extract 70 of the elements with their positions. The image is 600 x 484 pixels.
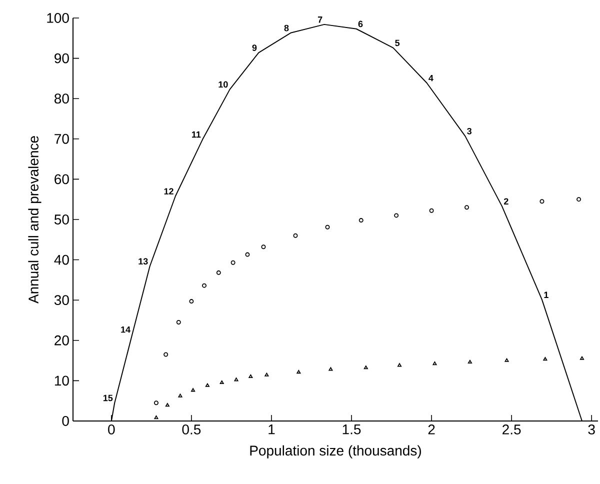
point bbox=[328, 367, 333, 371]
point bbox=[154, 416, 158, 420]
y-tick-label: 80 bbox=[54, 94, 69, 104]
annotation: 7 bbox=[318, 16, 322, 23]
point bbox=[296, 370, 301, 374]
annotation: 6 bbox=[358, 20, 363, 28]
point bbox=[245, 252, 250, 257]
point bbox=[580, 356, 584, 360]
point bbox=[398, 363, 402, 367]
point bbox=[394, 213, 399, 218]
x-tick-label: 3 bbox=[588, 424, 595, 434]
point bbox=[248, 374, 253, 378]
annotation: 5 bbox=[395, 40, 400, 46]
point bbox=[576, 197, 582, 202]
point bbox=[176, 320, 181, 325]
point bbox=[202, 283, 207, 288]
point bbox=[261, 244, 266, 250]
point bbox=[464, 205, 469, 210]
point bbox=[205, 383, 210, 387]
x-tick-label: 2 bbox=[428, 424, 435, 434]
point bbox=[189, 299, 194, 304]
point bbox=[540, 199, 544, 204]
annotation: 12 bbox=[164, 188, 174, 194]
point bbox=[364, 366, 368, 370]
point bbox=[429, 208, 434, 213]
point bbox=[504, 358, 509, 362]
x-tick-label: 0.5 bbox=[182, 424, 201, 434]
point bbox=[178, 394, 182, 398]
annotation: 9 bbox=[252, 44, 257, 51]
x-tick-label: 2.5 bbox=[502, 424, 521, 434]
point bbox=[165, 403, 170, 407]
y-tick-label: 20 bbox=[54, 335, 69, 346]
y-tick-label: 0 bbox=[62, 416, 69, 426]
point bbox=[191, 388, 196, 392]
annotation: 3 bbox=[467, 128, 472, 134]
annotation: 10 bbox=[218, 81, 228, 88]
point bbox=[154, 400, 158, 406]
x-tick-label: 1 bbox=[268, 424, 275, 434]
point bbox=[432, 362, 437, 366]
annotation: 1 bbox=[544, 292, 548, 298]
y-tick-label: 70 bbox=[54, 134, 69, 144]
y-axis-title: Annual cull and prevalence bbox=[28, 136, 42, 304]
annotation: 11 bbox=[192, 131, 201, 138]
point bbox=[325, 224, 330, 230]
point bbox=[234, 378, 238, 382]
x-tick-label: 1.5 bbox=[342, 424, 361, 434]
x-tick-label: 0 bbox=[108, 424, 115, 434]
x-axis-title: Population size (thousands) bbox=[250, 445, 421, 458]
y-tick-label: 50 bbox=[54, 214, 69, 224]
y-tick-label: 90 bbox=[54, 53, 69, 64]
annotation: 8 bbox=[284, 24, 289, 32]
annotation: 15 bbox=[103, 394, 113, 402]
point bbox=[264, 372, 269, 376]
annotation: 13 bbox=[138, 258, 148, 265]
y-tick-label: 30 bbox=[54, 295, 69, 306]
annotation: 2 bbox=[504, 198, 508, 204]
y-tick-label: 60 bbox=[54, 174, 69, 184]
point bbox=[358, 218, 364, 223]
y-tick-label: 10 bbox=[54, 376, 69, 386]
point bbox=[468, 360, 472, 364]
y-tick-label: 40 bbox=[54, 254, 69, 265]
y-tick-label: 100 bbox=[47, 13, 69, 23]
point bbox=[230, 260, 236, 265]
point bbox=[220, 380, 224, 384]
point bbox=[543, 357, 548, 361]
point bbox=[293, 233, 298, 238]
annotation: 14 bbox=[121, 326, 130, 333]
annotation: 4 bbox=[428, 74, 434, 82]
point bbox=[216, 270, 221, 275]
point bbox=[164, 352, 168, 357]
